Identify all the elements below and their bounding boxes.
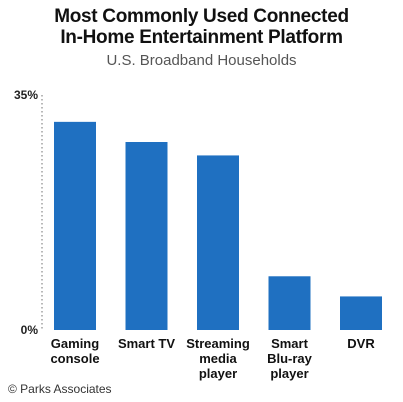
- x-tick-label: DVR: [347, 336, 375, 351]
- x-tick-label: Gaming: [51, 336, 99, 351]
- chart-title-line-1: Most Commonly Used Connected: [54, 6, 349, 27]
- bar: [340, 296, 382, 330]
- x-tick-label: Streaming: [186, 336, 250, 351]
- chart-subtitle: U.S. Broadband Households: [106, 52, 297, 69]
- bar: [125, 142, 168, 330]
- x-tick-label: media: [199, 351, 237, 366]
- chart-title: Most Commonly Used Connected In-Home Ent…: [0, 6, 403, 48]
- y-tick-label: 35%: [14, 88, 38, 102]
- bar: [197, 155, 239, 330]
- x-tick-label: Smart: [271, 336, 309, 351]
- x-tick-label: Smart TV: [118, 336, 175, 351]
- x-tick-label: console: [50, 351, 99, 366]
- y-tick-label: 0%: [21, 323, 39, 337]
- bar: [54, 121, 96, 330]
- x-tick-label: player: [199, 366, 237, 381]
- bar: [268, 276, 311, 330]
- x-tick-label: Blu-ray: [267, 351, 313, 366]
- chart-title-line-2: In-Home Entertainment Platform: [60, 27, 343, 48]
- copyright-credit: © Parks Associates: [8, 382, 112, 396]
- x-tick-label: player: [270, 366, 308, 381]
